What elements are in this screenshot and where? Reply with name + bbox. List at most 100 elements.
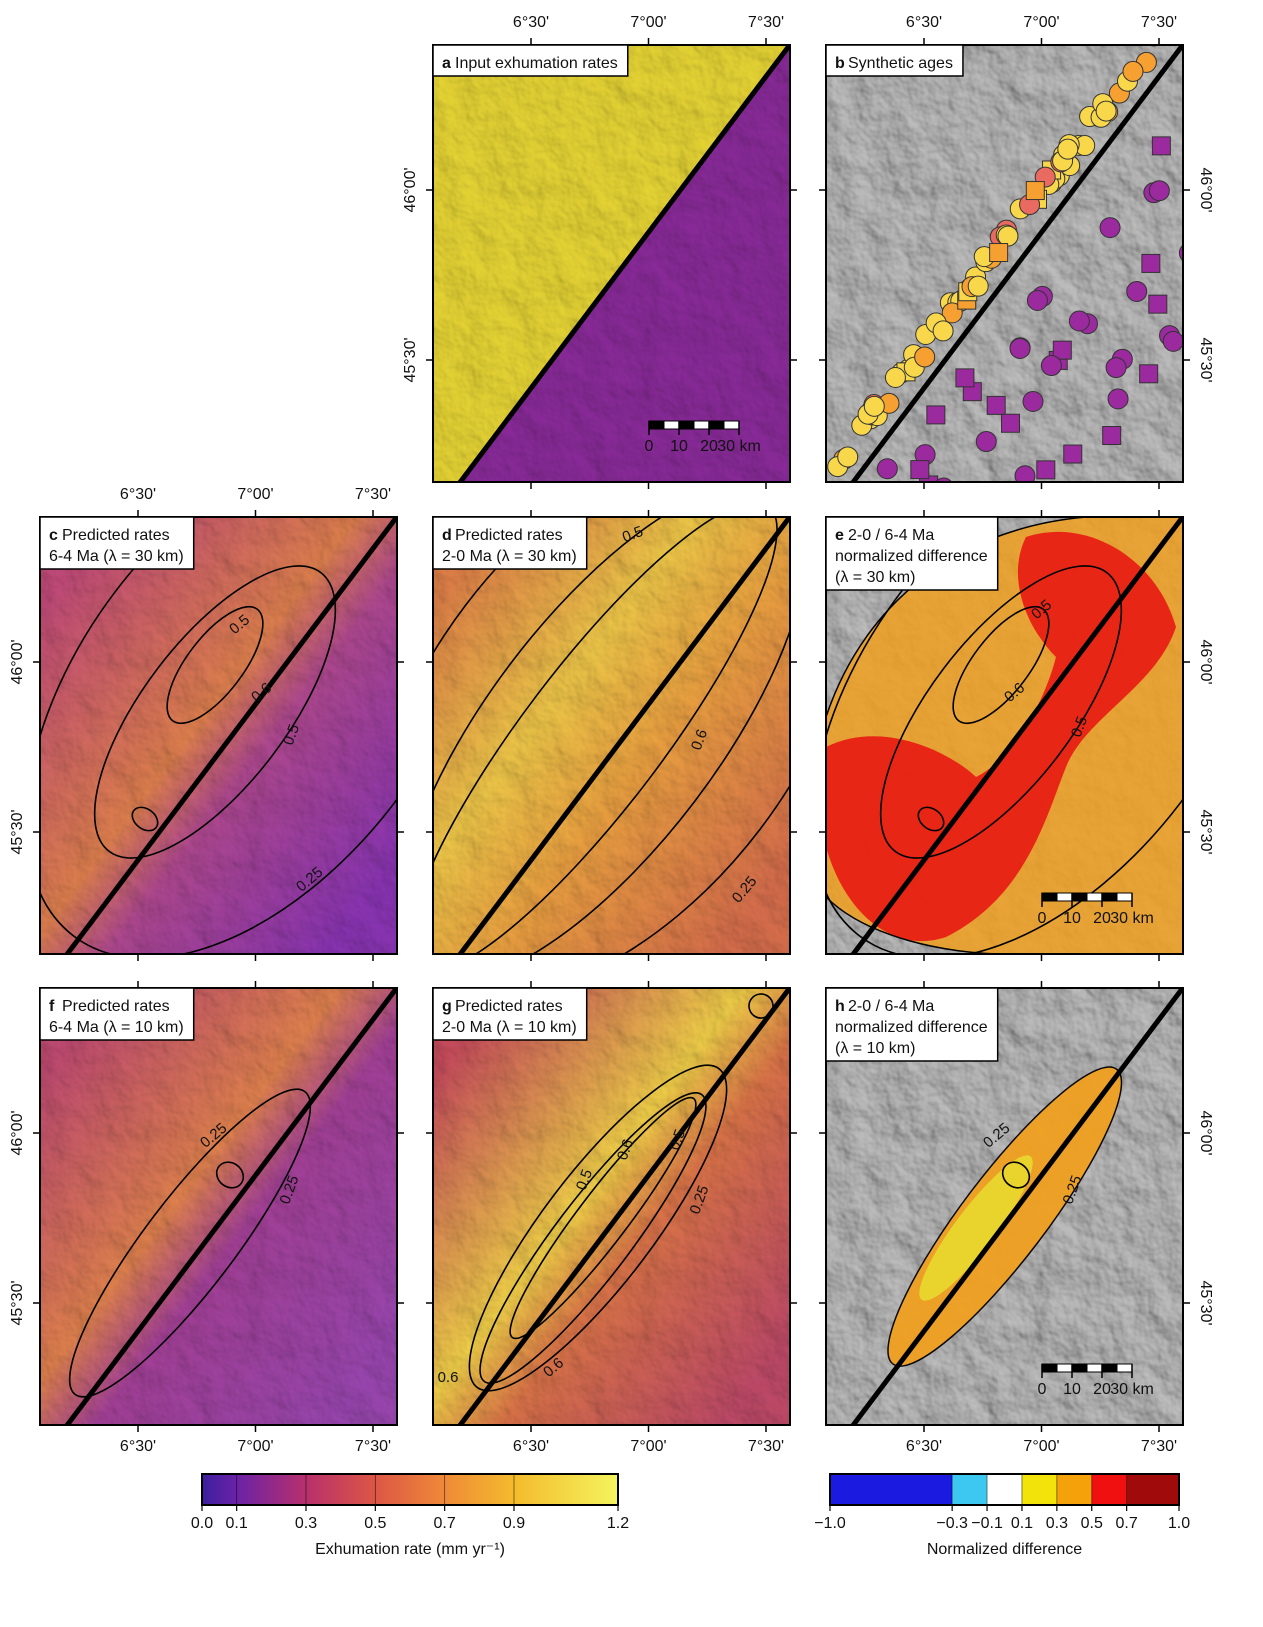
map-area: [826, 26, 1199, 498]
lat-label: 45°30': [402, 337, 419, 382]
panel-title: cPredicted rates6-4 Ma (λ = 30 km): [40, 517, 194, 569]
map-panel: 0.250.256°30'7°00'7°30'46°00'45°30'01020…: [819, 981, 1214, 1455]
colorbar-tick-label: 0.7: [1116, 1515, 1138, 1532]
age-marker: [915, 347, 935, 367]
colorbar-segment: [952, 1474, 987, 1505]
scale-segment: [1102, 1364, 1117, 1372]
hillshade: [433, 988, 790, 1425]
age-marker: [1100, 218, 1120, 238]
lat-label: 45°30': [9, 1280, 26, 1325]
scale-segment: [1087, 1364, 1102, 1372]
age-marker: [1106, 358, 1126, 378]
age-marker: [1002, 414, 1020, 432]
scale-label: 30 km: [717, 438, 761, 455]
lon-label: 7°00': [237, 1438, 273, 1455]
panel-title-text: normalized difference: [835, 1019, 988, 1036]
age-marker: [1140, 365, 1158, 383]
lat-label: 46°00': [1197, 167, 1214, 212]
scale-label: 30 km: [1110, 910, 1154, 927]
colorbar-tick-label: 1.2: [607, 1515, 629, 1532]
panel-title-text: Predicted rates: [62, 527, 170, 544]
scale-segment: [1117, 893, 1132, 901]
age-marker: [1064, 445, 1082, 463]
panel-title-text: Synthetic ages: [848, 55, 953, 72]
panel-letter: c: [49, 527, 58, 544]
scale-segment: [649, 421, 664, 429]
scale-segment: [694, 421, 709, 429]
panel-letter: h: [835, 998, 845, 1015]
age-marker: [885, 367, 905, 387]
colorbar-tick-label: 0.3: [1046, 1515, 1068, 1532]
colorbar-segment: [1127, 1474, 1179, 1505]
panel-letter: d: [442, 527, 452, 544]
map-area: [39, 985, 399, 1428]
age-marker: [933, 321, 953, 341]
age-marker: [1123, 61, 1143, 81]
contour-label: 0.6: [438, 1369, 459, 1386]
map-area: [433, 985, 792, 1428]
colorbar-tick-label: 1.0: [1168, 1515, 1190, 1532]
colorbar-tick-label: 0.1: [226, 1515, 248, 1532]
scale-label: 10: [1063, 1381, 1081, 1398]
hillshade: [40, 517, 397, 954]
age-marker: [956, 369, 974, 387]
scale-segment: [1057, 893, 1072, 901]
panel-title-text: (λ = 10 km): [835, 1040, 915, 1057]
hillshade: [433, 45, 790, 482]
age-marker: [864, 396, 884, 416]
age-marker: [1163, 331, 1183, 351]
page: { "map": { "lon_ticks": [{"value": 6.5, …: [0, 0, 1263, 1627]
age-marker: [1041, 356, 1061, 376]
lat-label: 46°00': [402, 167, 419, 212]
colorbar-segment: [987, 1474, 1022, 1505]
lon-label: 6°30': [120, 486, 156, 503]
lon-label: 6°30': [513, 1438, 549, 1455]
age-marker: [1149, 295, 1167, 313]
lon-label: 7°00': [237, 486, 273, 503]
panel-title-text: (λ = 30 km): [835, 569, 915, 586]
age-marker: [1026, 182, 1044, 200]
lon-label: 7°00': [630, 14, 666, 31]
lon-label: 7°30': [1141, 14, 1177, 31]
scale-segment: [1072, 1364, 1087, 1372]
panel-title-text: 2-0 Ma (λ = 10 km): [442, 1019, 577, 1036]
colorbar-label: Exhumation rate (mm yr⁻¹): [315, 1541, 505, 1558]
panel-letter: g: [442, 998, 452, 1015]
age-marker: [1108, 389, 1128, 409]
lat-label: 45°30': [1197, 1280, 1214, 1325]
scale-segment: [1042, 1364, 1057, 1372]
colorbar-tick-label: −1.0: [814, 1515, 846, 1532]
lon-label: 6°30': [906, 14, 942, 31]
colorbar-tick-label: −0.3: [936, 1515, 968, 1532]
panel-title-text: Predicted rates: [455, 527, 563, 544]
scale-label: 20: [700, 438, 718, 455]
panel-letter: f: [49, 998, 55, 1015]
age-marker: [1152, 137, 1170, 155]
scale-label: 0: [1038, 910, 1047, 927]
panel-letter: a: [442, 55, 451, 72]
age-marker: [838, 447, 858, 467]
colorbar-tick-label: 0.1: [1011, 1515, 1033, 1532]
lon-label: 7°00': [630, 1438, 666, 1455]
colorbar: 0.00.10.30.50.70.91.2Exhumation rate (mm…: [191, 1474, 629, 1558]
age-marker: [1069, 311, 1089, 331]
lon-label: 7°30': [748, 14, 784, 31]
panel-title: bSynthetic ages: [826, 45, 963, 76]
scale-segment: [1102, 893, 1117, 901]
panel-title: fPredicted rates6-4 Ma (λ = 10 km): [40, 988, 194, 1040]
scale-label: 20: [1093, 910, 1111, 927]
lon-label: 7°30': [355, 1438, 391, 1455]
age-marker: [968, 276, 988, 296]
colorbar-tick-label: 0.3: [295, 1515, 317, 1532]
panel-letter: b: [835, 55, 845, 72]
age-marker: [1037, 461, 1055, 479]
panel-title-text: normalized difference: [835, 548, 988, 565]
age-marker: [911, 461, 929, 479]
